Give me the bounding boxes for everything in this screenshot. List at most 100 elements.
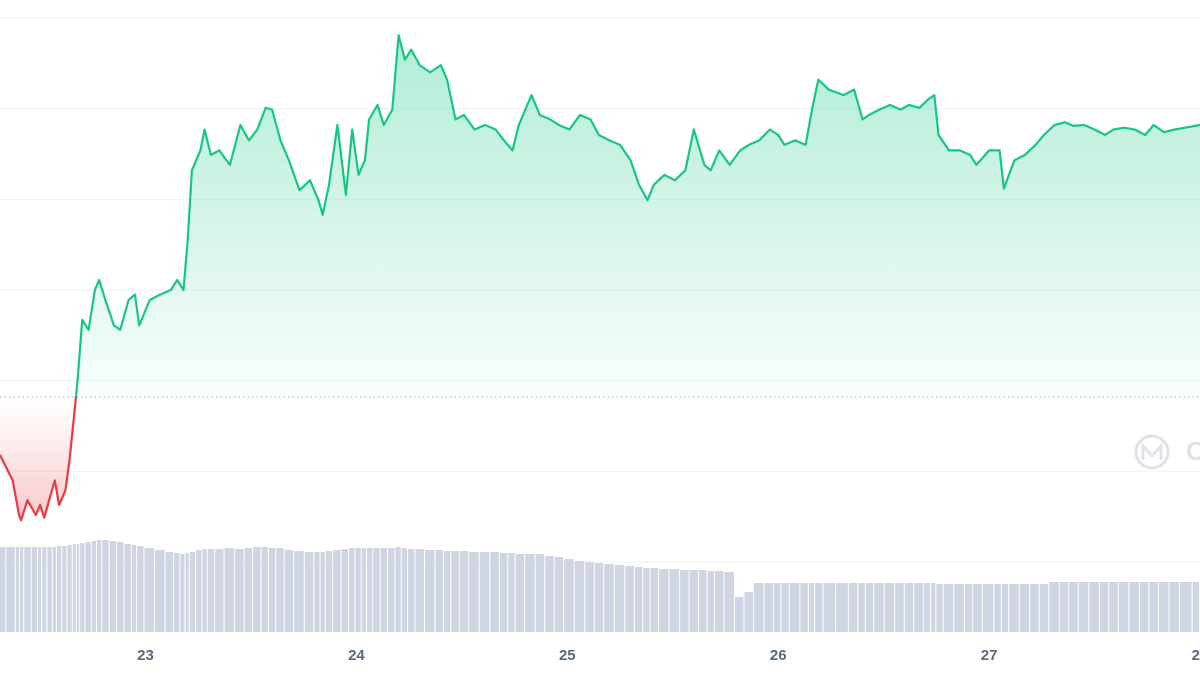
- volume-bar: [1129, 582, 1139, 632]
- volume-bar: [1059, 582, 1069, 632]
- volume-bar: [443, 551, 451, 632]
- volume-bar: [62, 546, 67, 632]
- volume-bar: [499, 553, 508, 632]
- volume-bar: [1192, 582, 1199, 632]
- volume-bar: [56, 546, 62, 632]
- volume-bar: [1158, 582, 1169, 632]
- volume-bar: [781, 583, 789, 632]
- volume-bar: [137, 546, 144, 632]
- volume-bar: [361, 548, 366, 632]
- volume-bar: [202, 549, 207, 632]
- volume-bar: [490, 552, 499, 632]
- volume-bar: [936, 584, 943, 632]
- volume-bar: [1169, 582, 1179, 632]
- volume-bar: [699, 570, 707, 632]
- volume-bar: [314, 552, 320, 632]
- volume-bar: [643, 568, 650, 632]
- volume-bar: [276, 548, 284, 632]
- volume-bar: [982, 584, 994, 632]
- volume-bar: [954, 584, 964, 632]
- volume-bar: [808, 583, 815, 632]
- volume-bar: [914, 583, 923, 632]
- x-tick-label: 24: [348, 647, 365, 664]
- volume-bar: [435, 550, 443, 632]
- price-line: [0, 34, 1200, 522]
- volume-bar: [20, 547, 24, 632]
- volume-bar: [1030, 584, 1039, 632]
- volume-bar: [261, 547, 268, 632]
- volume-bar: [1049, 582, 1059, 632]
- volume-bar: [508, 553, 515, 632]
- volume-bar: [650, 568, 659, 632]
- volume-bar: [180, 554, 185, 632]
- volume-bar: [124, 544, 131, 632]
- volume-bar: [459, 551, 469, 632]
- volume-bar: [535, 554, 545, 632]
- volume-bar: [165, 552, 173, 632]
- volume-bar: [173, 553, 180, 632]
- volume-bar: [85, 542, 91, 632]
- volume-bar: [800, 583, 808, 632]
- x-tick-label: 28: [1192, 647, 1200, 664]
- volume-bar: [634, 567, 643, 632]
- volume-bar: [1001, 584, 1009, 632]
- volume-bar: [253, 547, 261, 632]
- volume-bar: [185, 553, 189, 632]
- volume-bar: [31, 547, 37, 632]
- volume-bar: [884, 583, 895, 632]
- volume-bar: [52, 547, 56, 632]
- volume-bar: [773, 583, 781, 632]
- volume-bar: [408, 549, 415, 632]
- volume-bar: [714, 571, 724, 632]
- volume-bar: [904, 583, 914, 632]
- volume-bar: [585, 562, 594, 632]
- volume-bar: [268, 548, 276, 632]
- volume-bar: [1179, 582, 1192, 632]
- volume-bar: [380, 548, 388, 632]
- volume-bar: [1009, 584, 1019, 632]
- volume-bar: [753, 583, 764, 632]
- volume-bar: [224, 548, 235, 632]
- volume-bar: [594, 563, 604, 632]
- volume-bar: [325, 551, 333, 632]
- volume-bar: [874, 583, 884, 632]
- volume-bar: [102, 540, 109, 632]
- volume-bar: [614, 565, 625, 632]
- volume-bar: [836, 583, 848, 632]
- volume-bar: [207, 549, 215, 632]
- volume-bar: [574, 561, 585, 632]
- volume-bar: [525, 554, 535, 632]
- volume-bar: [131, 545, 137, 632]
- price-area: [0, 35, 1200, 521]
- volume-bar: [144, 548, 155, 632]
- volume-bar: [320, 552, 325, 632]
- volume-bar: [1039, 584, 1049, 632]
- volume-bar: [789, 583, 800, 632]
- volume-bar: [341, 549, 349, 632]
- volume-bar: [659, 569, 669, 632]
- watermark-logo: [1134, 434, 1170, 470]
- volume-bar: [395, 547, 401, 632]
- volume-bar: [865, 583, 874, 632]
- volume-bar: [155, 550, 165, 632]
- volume-bar: [294, 551, 304, 632]
- volume-bar: [401, 548, 408, 632]
- volume-bar: [244, 548, 253, 632]
- watermark-logo-mark: [1141, 442, 1163, 460]
- volume-bar: [1078, 582, 1089, 632]
- volume-bar: [724, 572, 734, 632]
- volume-bar: [42, 547, 47, 632]
- volume-bar: [564, 559, 574, 632]
- volume-bar: [97, 540, 102, 632]
- volume-bar: [895, 583, 904, 632]
- volume-bar: [1118, 582, 1129, 632]
- volume-bar: [689, 570, 699, 632]
- volume-bar: [333, 550, 341, 632]
- volume-bar: [1149, 582, 1158, 632]
- volume-bar: [1089, 582, 1099, 632]
- watermark-text: CoinMarketCap: [1186, 436, 1200, 466]
- x-tick-label: 27: [981, 647, 998, 664]
- volume-bar: [67, 545, 72, 632]
- volume-bar: [47, 547, 52, 632]
- x-tick-label: 23: [137, 647, 154, 664]
